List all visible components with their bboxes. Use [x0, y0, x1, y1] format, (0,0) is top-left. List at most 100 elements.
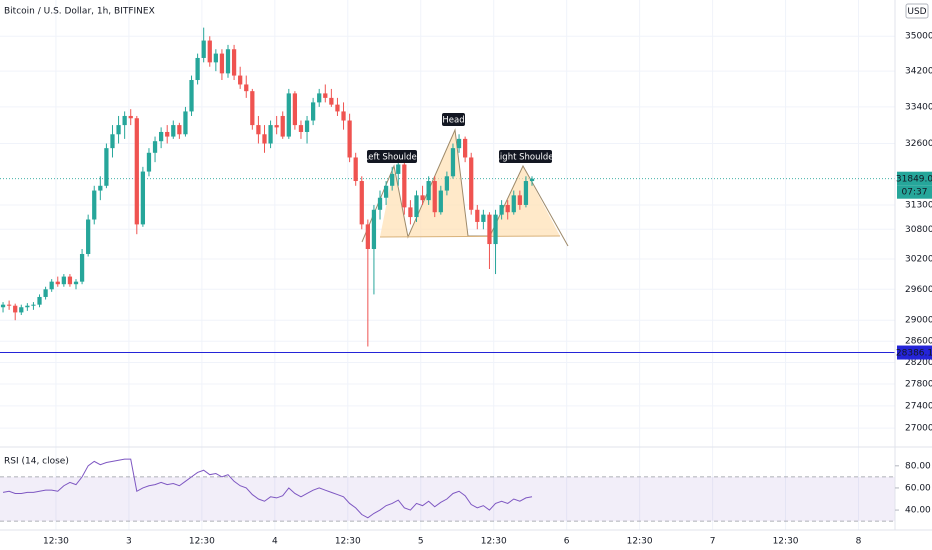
y-tick-label: 27000.0 [905, 424, 932, 434]
candle-body [444, 176, 450, 191]
countdown-label: 07:37 [902, 188, 928, 198]
candle-body [79, 253, 85, 282]
candle-body [92, 190, 97, 220]
candle-body [323, 93, 328, 98]
y-tick-label: 29000.0 [905, 316, 932, 326]
countdown-tag [897, 185, 932, 199]
candle-body [402, 164, 407, 208]
candle-body [146, 152, 152, 172]
candle-body [469, 157, 474, 210]
candle-body [219, 53, 225, 74]
y-tick-label: 31300.0 [905, 200, 932, 210]
candle-body [171, 125, 176, 137]
candle-body [86, 219, 91, 254]
candle-body [481, 214, 486, 222]
candle-body [250, 91, 255, 126]
candle-body [98, 185, 103, 191]
y-tick-label: 35000.0 [905, 32, 932, 42]
candle-body [25, 305, 30, 308]
candle-body [529, 178, 535, 182]
candle-body [116, 125, 121, 135]
y-tick-label: 34200.0 [905, 67, 932, 77]
candle-body [475, 209, 480, 222]
candle-body [31, 304, 36, 306]
y-tick-label: 29600.0 [905, 285, 932, 295]
candle-body [329, 97, 334, 105]
candle-body [286, 93, 291, 137]
candle-body [426, 181, 431, 201]
candle-body [256, 125, 261, 135]
candle-body [359, 181, 364, 225]
price-tag [897, 345, 932, 360]
x-tick-label: 3 [126, 537, 132, 547]
candle-body [505, 204, 510, 213]
price-tag-label: 28386.1 [896, 349, 932, 359]
rsi-tick-label: 60.00 [905, 483, 931, 493]
candle-body [420, 195, 425, 201]
candle-body [189, 80, 194, 112]
candle-body [383, 185, 389, 198]
candle-body [0, 304, 6, 308]
annotation-label: Left Shoulder [364, 153, 421, 163]
currency-label[interactable]: USD [907, 7, 926, 17]
x-tick-label: 12:30 [773, 537, 799, 547]
x-tick-label: 6 [564, 537, 570, 547]
x-tick-label: 8 [856, 537, 862, 547]
candle-body [499, 204, 504, 215]
x-tick-label: 12:30 [335, 537, 361, 547]
price-tag-label: 31849.0 [896, 175, 932, 185]
candle-body [371, 209, 377, 250]
candle-body [517, 195, 522, 205]
candle-body [523, 181, 529, 205]
annotation-box [499, 150, 552, 163]
y-tick-label: 27800.0 [905, 380, 932, 390]
candle-body [201, 40, 206, 58]
candle-body [298, 125, 304, 132]
candle-body [274, 125, 279, 128]
candle-body [37, 296, 42, 305]
candle-body [353, 157, 358, 182]
x-tick-label: 12:30 [189, 537, 215, 547]
candle-body [195, 57, 200, 81]
candle-body [317, 93, 322, 103]
candle-body [463, 138, 468, 158]
y-tick-label: 32600.0 [905, 139, 932, 149]
pattern-line [361, 128, 569, 247]
x-tick-label: 12:30 [43, 537, 69, 547]
pattern-fill [380, 166, 408, 237]
currency-button[interactable] [905, 3, 929, 19]
candle-body [292, 93, 298, 126]
candle-body [335, 104, 340, 112]
candle-body [213, 53, 218, 63]
candle-body [231, 49, 237, 76]
candle-body [493, 214, 498, 245]
candle-body [238, 75, 243, 85]
rsi-tick-label: 40.00 [905, 506, 931, 516]
candle-body [396, 164, 401, 174]
rsi-line [2, 458, 533, 519]
chart-title: Bitcoin / U.S. Dollar, 1h, BITFINEX [4, 7, 155, 17]
y-tick-label: 28600.0 [905, 337, 932, 347]
candle-body [49, 281, 54, 290]
candle-body [183, 111, 188, 135]
candle-body [390, 173, 395, 186]
candle-body [165, 131, 170, 137]
candle-body [268, 125, 273, 144]
annotation-label: Head [442, 116, 464, 126]
candle-body [55, 281, 60, 285]
y-tick-label: 27400.0 [905, 401, 932, 411]
candle-body [19, 307, 24, 313]
candle-body [456, 138, 462, 149]
candle-body [365, 224, 370, 250]
candle-body [304, 120, 310, 132]
candle-body [134, 118, 139, 225]
y-tick-label: 33400.0 [905, 102, 932, 112]
overlay: 12:30 3 12:30 4 12:30 5 12:30 6 12:30 7 12:30 8 3500… [2, 32, 932, 547]
candles [0, 27, 535, 347]
candle-body [110, 134, 115, 149]
candle-body [152, 141, 158, 153]
candle-body [61, 276, 66, 285]
x-tick-label: 7 [710, 537, 716, 547]
x-tick-label: 12:30 [627, 537, 653, 547]
